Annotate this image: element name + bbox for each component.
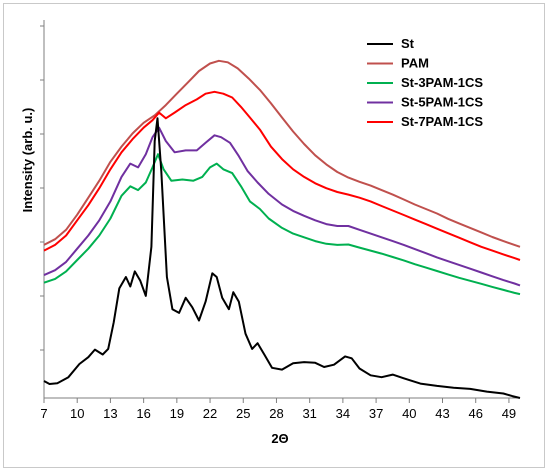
legend-label: St (401, 36, 415, 51)
legend-label: St-5PAM-1CS (401, 95, 483, 110)
x-tick-label: 37 (369, 406, 383, 421)
x-tick-label: 40 (402, 406, 416, 421)
x-tick-label: 43 (435, 406, 449, 421)
legend-label: St-3PAM-1CS (401, 75, 483, 90)
series-line-pam (43, 59, 521, 248)
x-tick-label: 28 (269, 406, 283, 421)
x-tick-label: 13 (103, 406, 117, 421)
x-tick-label: 49 (502, 406, 516, 421)
y-axis-title: Intensity (arb. u.) (20, 108, 35, 213)
series-layer (43, 59, 521, 399)
x-tick-label: 7 (40, 406, 47, 421)
legend-label: PAM (401, 56, 429, 71)
x-tick-label: 22 (203, 406, 217, 421)
x-tick-label: 46 (468, 406, 482, 421)
series-line-st-5pam-1cs (43, 126, 521, 287)
axes: 7 10 13 16 19 22 25 28 31 34 37 40 43 46 49 (40, 20, 520, 421)
x-tick-label: 25 (236, 406, 250, 421)
x-tick-label: 31 (302, 406, 316, 421)
series-line-st-3pam-1cs (43, 153, 521, 296)
series-line-st-7pam-1cs (43, 90, 521, 261)
legend: St PAM St-3PAM-1CS St-5PAM-1CS St-7PAM-1CS (367, 36, 483, 129)
x-tick-label: 19 (170, 406, 184, 421)
x-tick-label: 16 (136, 406, 150, 421)
x-tick-label: 34 (336, 406, 350, 421)
x-axis-title: 2Θ (271, 431, 288, 446)
legend-label: St-7PAM-1CS (401, 114, 483, 129)
series-line-st (43, 117, 521, 399)
x-tick-label: 10 (70, 406, 84, 421)
